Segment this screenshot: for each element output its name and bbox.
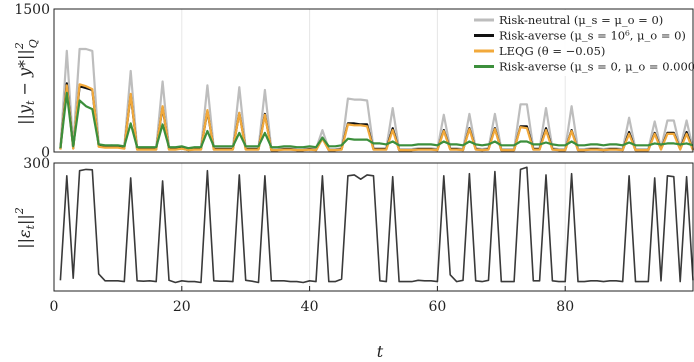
xtick-label-20: 20: [173, 299, 191, 315]
bottom-series-line-0: [59, 166, 694, 284]
xtick-label-40: 40: [301, 299, 319, 315]
bottom-x-ticks: 0 20 40 60 80: [50, 286, 574, 315]
top-ylabel-main: ||y: [15, 104, 34, 125]
bottom-y-ticks: 300: [23, 156, 59, 172]
top-axes-frame: [53, 8, 694, 153]
top-ylabel-rest: − y*||: [15, 49, 34, 100]
legend-label-3: Risk-averse (μ_s = 0, μ_o = 0.0005): [499, 60, 694, 74]
bot-ylabel-sup: 2: [13, 207, 26, 215]
top-ylabel-q: Q: [27, 39, 40, 48]
bottom-axes-frame: [53, 162, 694, 292]
top-ylabel-sup: 2: [13, 42, 26, 50]
top-ytick-label-1500: 1500: [14, 2, 50, 18]
bottom-panel: 300 0 20 40 60 80: [23, 156, 694, 315]
top-y-ticks: 0 1500: [14, 2, 59, 161]
top-series-line-2: [59, 83, 694, 152]
top-series-group: [59, 47, 694, 152]
legend-box: [468, 10, 690, 76]
top-ylabel-sub: t: [24, 100, 37, 105]
xtick-label-0: 0: [50, 299, 59, 315]
top-y-axis-label: ||yt − y*||2Q: [13, 39, 40, 125]
bot-ylabel-main: ||ε: [15, 229, 34, 248]
x-axis-label: t: [377, 342, 384, 361]
top-ytick-label-0: 0: [41, 145, 50, 161]
legend-label-2: LEQG (θ = −0.05): [499, 44, 605, 58]
legend-label-0: Risk-neutral (μ_s = μ_o = 0): [499, 13, 663, 27]
bottom-ytick-label-300: 300: [23, 156, 50, 172]
legend-label-1: Risk-averse (μ_s = 10⁶, μ_o = 0): [499, 29, 686, 43]
legend: Risk-neutral (μ_s = μ_o = 0) Risk-averse …: [468, 10, 694, 76]
bottom-y-axis-label: ||εt||2: [13, 207, 37, 249]
bottom-series-group: [59, 166, 694, 284]
xtick-label-80: 80: [556, 299, 574, 315]
bot-ylabel-sub: t: [24, 224, 37, 229]
top-series-line-3: [59, 91, 694, 150]
bot-ylabel-rest: ||: [15, 214, 34, 225]
xtick-label-60: 60: [428, 299, 446, 315]
